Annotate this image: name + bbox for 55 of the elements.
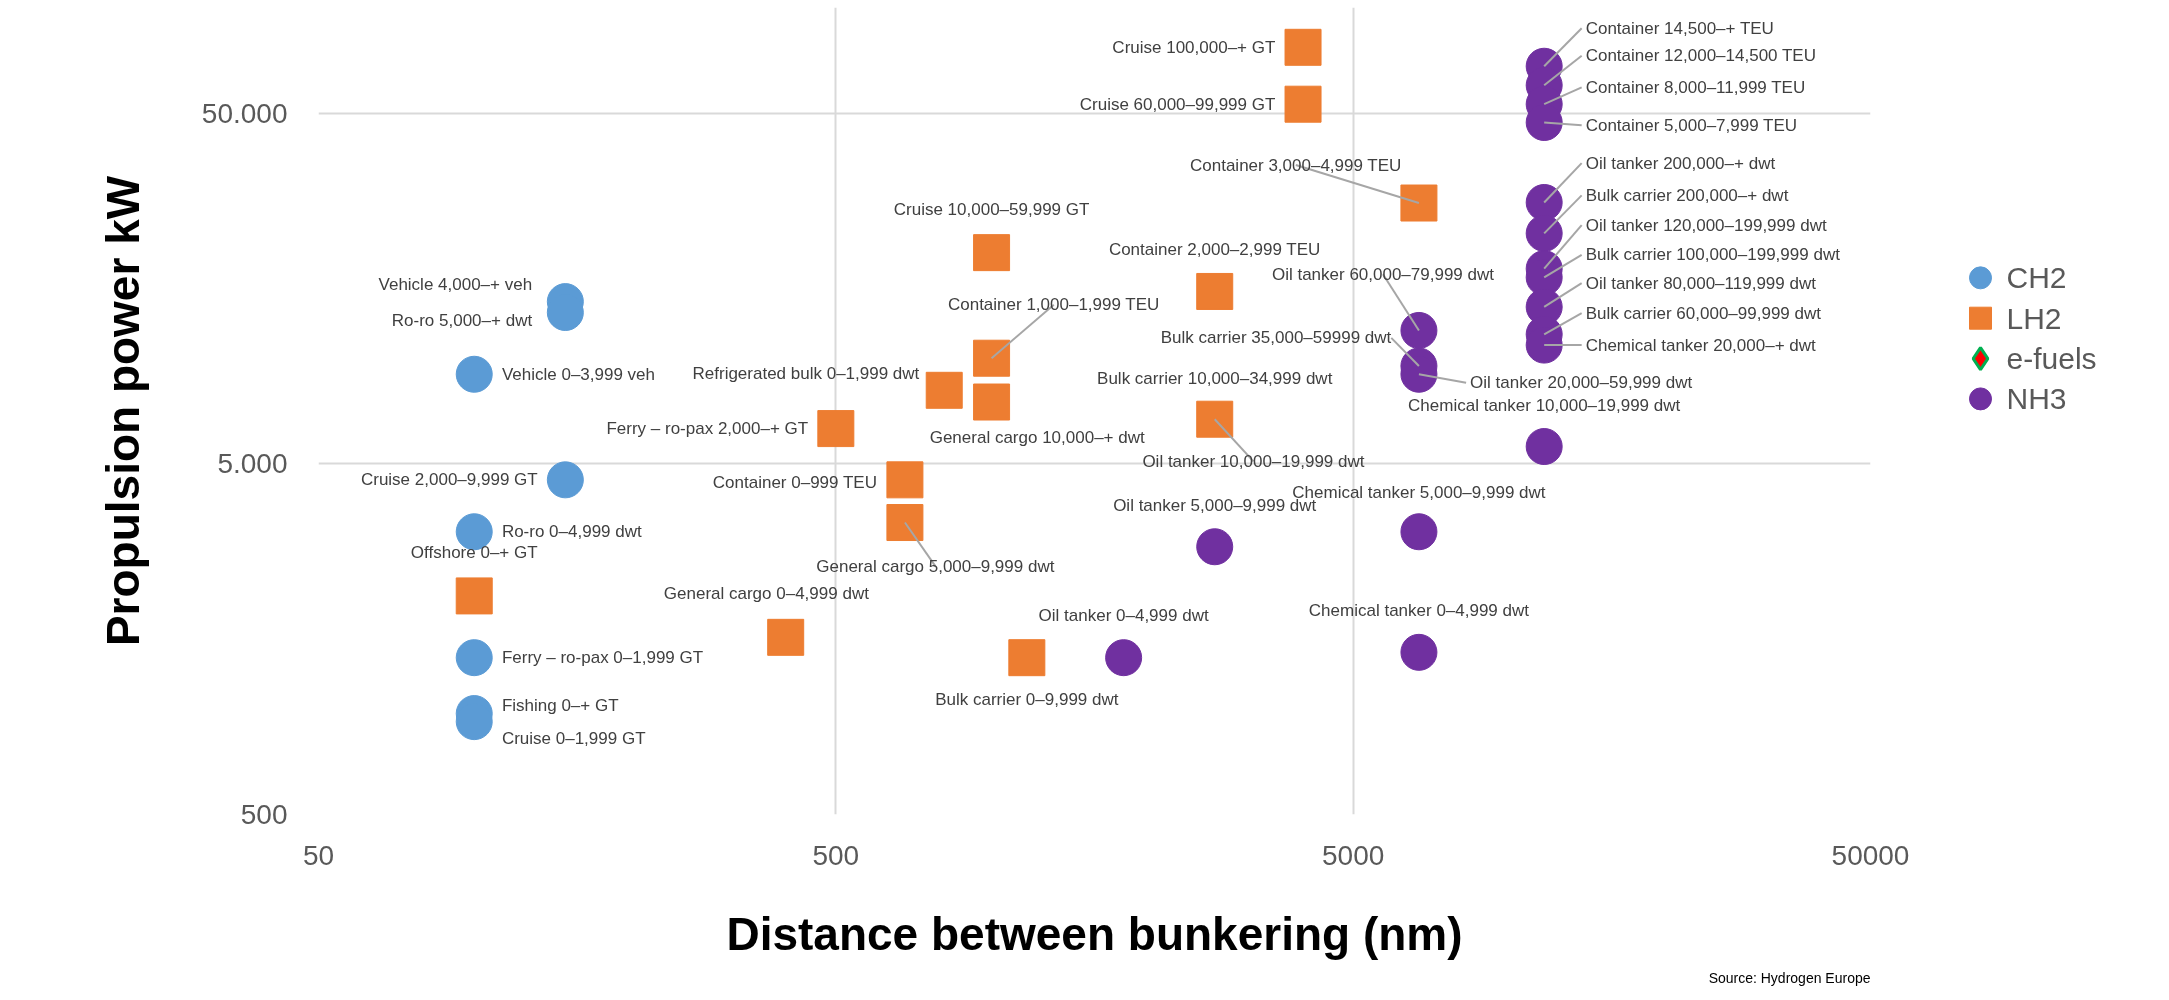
annotation: Container 5,000–7,999 TEU <box>1585 115 1798 135</box>
annotation: Vehicle 0–3,999 veh <box>501 364 656 384</box>
annotation: Oil tanker 60,000–79,999 dwt <box>1271 264 1495 284</box>
annotation: Oil tanker 200,000–+ dwt <box>1585 153 1776 173</box>
y-tick-label: 500 <box>240 799 288 830</box>
y-tick-label: 50.000 <box>201 97 288 129</box>
annotation: Oil tanker 0–4,999 dwt <box>1038 606 1209 626</box>
y-tick-label: 5.000 <box>217 448 288 480</box>
annotation: Ferry – ro-pax 2,000–+ GT <box>606 419 809 439</box>
annotation: Bulk carrier 35,000–59999 dwt <box>1160 328 1392 348</box>
annotation: General cargo 0–4,999 dwt <box>663 584 870 604</box>
annotation: Chemical tanker 10,000–19,999 dwt <box>1408 396 1681 416</box>
annotation: Oil tanker 120,000–199,999 dwt <box>1585 215 1827 235</box>
annotation: Container 12,000–14,500 TEU <box>1585 46 1816 66</box>
annotation: Bulk carrier 10,000–34,999 dwt <box>1097 368 1333 388</box>
x-tick-label: 50000 <box>1831 839 1910 871</box>
x-axis-title: Distance between bunkering (nm) <box>726 907 1463 960</box>
x-tick-label: 5000 <box>1322 839 1385 871</box>
annotation: General cargo 10,000–+ dwt <box>929 427 1145 447</box>
annotation: Container 8,000–11,999 TEU <box>1585 77 1806 97</box>
x-tick-label: 50 <box>302 839 335 871</box>
annotation: Container 1,000–1,999 TEU <box>947 295 1160 315</box>
annotation: Bulk carrier 100,000–199,999 dwt <box>1585 245 1841 265</box>
annotation: Chemical tanker 0–4,999 dwt <box>1308 600 1530 620</box>
annotation: Container 2,000–2,999 TEU <box>1108 239 1321 259</box>
x-tick-label: 500 <box>812 839 860 871</box>
y-axis-title: Propulsion power kW <box>96 175 149 647</box>
annotation: Cruise 2,000–9,999 GT <box>360 470 538 490</box>
annotation: Oil tanker 10,000–19,999 dwt <box>1142 451 1365 471</box>
annotation: Cruise 0–1,999 GT <box>501 728 646 748</box>
annotation: Ro-ro 5,000–+ dwt <box>391 311 533 331</box>
annotation: Oil tanker 80,000–119,999 dwt <box>1585 273 1817 293</box>
annotation: General cargo 5,000–9,999 dwt <box>816 556 1055 576</box>
annotation: Refrigerated bulk 0–1,999 dwt <box>692 363 920 383</box>
annotation: Ro-ro 0–4,999 dwt <box>501 522 643 542</box>
annotation: Container 0–999 TEU <box>712 473 877 493</box>
annotation: Oil tanker 20,000–59,999 dwt <box>1470 373 1693 393</box>
annotation: Cruise 60,000–99,999 GT <box>1079 94 1276 114</box>
legend-label: LH2 <box>2006 301 2062 335</box>
annotation: Bulk carrier 0–9,999 dwt <box>935 690 1119 710</box>
annotation: Fishing 0–+ GT <box>501 695 619 715</box>
annotation: Chemical tanker 20,000–+ dwt <box>1585 335 1817 355</box>
source-note: Source: Hydrogen Europe <box>1708 969 1871 986</box>
annotation: Cruise 10,000–59,999 GT <box>893 199 1090 219</box>
annotation: Container 3,000–4,999 TEU <box>1189 155 1402 175</box>
legend-label: NH3 <box>2006 382 2067 416</box>
legend-label: CH2 <box>2006 261 2067 295</box>
annotation: Bulk carrier 200,000–+ dwt <box>1585 185 1789 205</box>
legend-label: e-fuels <box>2006 342 2097 376</box>
annotation: Vehicle 4,000–+ veh <box>378 275 533 295</box>
annotation: Container 14,500–+ TEU <box>1585 18 1774 38</box>
annotation: Bulk carrier 60,000–99,999 dwt <box>1585 303 1822 323</box>
annotation: Cruise 100,000–+ GT <box>1112 37 1276 57</box>
annotation: Ferry – ro-pax 0–1,999 GT <box>501 648 704 668</box>
annotation: Offshore 0–+ GT <box>410 542 538 562</box>
